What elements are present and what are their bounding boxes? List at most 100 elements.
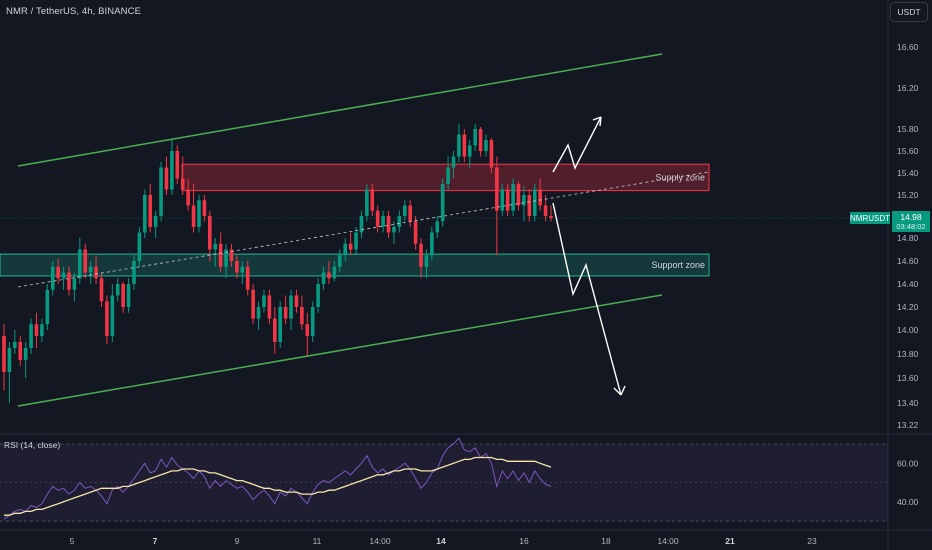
- time-tick-label: 14: [436, 536, 446, 546]
- candle-body: [397, 215, 402, 227]
- time-axis[interactable]: 5 7 9 11 14:00 14 16 18 14:00 21 23: [70, 536, 817, 546]
- price-tick-label: 15.40: [897, 168, 919, 178]
- price-tick-label: 15.20: [897, 190, 919, 200]
- candle-body: [229, 249, 234, 261]
- time-tick-label: 14:00: [369, 536, 391, 546]
- candle-body: [408, 205, 412, 222]
- candle-body: [218, 243, 223, 267]
- candle-body: [300, 307, 304, 325]
- channel-upper-line: [17, 53, 663, 167]
- candle-body: [126, 284, 131, 307]
- price-tick-label: 14.80: [897, 233, 919, 243]
- candle-body: [435, 221, 440, 233]
- candle-body: [83, 249, 88, 273]
- candle-body: [392, 226, 396, 233]
- candle-body: [289, 295, 293, 319]
- candle-body: [256, 307, 261, 319]
- candle-body: [278, 307, 283, 342]
- currency-button[interactable]: USDT: [890, 2, 928, 22]
- candle-body: [99, 278, 104, 302]
- candle-body: [7, 348, 12, 372]
- candle-body: [321, 272, 326, 284]
- candle-body: [359, 215, 364, 233]
- overlay-lines: [17, 53, 709, 407]
- price-tick-label: 14.40: [897, 279, 919, 289]
- candle-body: [446, 167, 450, 184]
- candle-body: [88, 266, 93, 273]
- price-tick-label: 13.40: [897, 398, 919, 408]
- candle-body: [197, 200, 201, 227]
- candle-body: [381, 215, 385, 227]
- time-tick-label: 14:00: [657, 536, 679, 546]
- candle-body: [72, 278, 77, 290]
- candle-body: [159, 167, 163, 216]
- candle-body: [440, 184, 445, 222]
- candle-body: [224, 249, 228, 267]
- candle-body: [180, 178, 185, 190]
- price-tick-label: 13.80: [897, 349, 919, 359]
- candle-body: [23, 348, 28, 360]
- price-axis[interactable]: 16.60 16.20 15.80 15.60 15.40 15.20 14.80 14.60…: [897, 42, 919, 430]
- time-tick-label: 11: [313, 536, 322, 546]
- candles: [2, 123, 553, 403]
- candle-body: [121, 284, 125, 307]
- rsi-label: RSI (14, close): [4, 440, 61, 450]
- candle-body: [327, 272, 331, 279]
- time-tick-label: 9: [235, 536, 240, 546]
- candle-body: [208, 215, 212, 250]
- candle-body: [424, 255, 429, 267]
- candle-body: [175, 151, 180, 179]
- dashed-trendline: [17, 171, 709, 288]
- time-tick-label: 16: [519, 536, 529, 546]
- candle-body: [543, 205, 548, 216]
- price-tick-label: 15.60: [897, 146, 919, 156]
- candle-body: [105, 301, 109, 336]
- rsi-line: [3, 437, 552, 520]
- price-tick-label: 14.60: [897, 256, 919, 266]
- time-tick-label: 23: [807, 536, 817, 546]
- rsi-tick-label: 40.00: [897, 497, 919, 507]
- candle-body: [186, 189, 190, 206]
- up-projection-arrow: [552, 116, 602, 173]
- rsi-ma-line: [4, 456, 552, 516]
- candle-body: [191, 205, 196, 227]
- candle-body: [202, 200, 207, 216]
- candle-body: [45, 289, 50, 325]
- candle-body: [153, 215, 158, 227]
- candle-body: [13, 342, 17, 348]
- candle-body: [61, 272, 66, 279]
- candle-body: [538, 189, 542, 206]
- candle-body: [294, 295, 299, 307]
- candle-body: [213, 243, 218, 250]
- price-tick-label: 14.00: [897, 325, 919, 335]
- candle-body: [484, 140, 488, 151]
- candle-body: [467, 145, 472, 157]
- candle-body: [419, 243, 423, 267]
- candle-body: [94, 266, 98, 279]
- time-tick-label: 18: [601, 536, 611, 546]
- candle-body: [348, 243, 353, 250]
- candle-body: [549, 215, 553, 218]
- supply-zone-label: Supply zone: [655, 172, 705, 182]
- time-tick-label: 7: [153, 536, 158, 546]
- price-tick-label: 15.80: [897, 124, 919, 134]
- candle-body: [495, 167, 499, 211]
- price-tick-label: 13.22: [897, 420, 919, 430]
- candle-body: [370, 189, 375, 211]
- candle-body: [272, 318, 277, 342]
- channel-lower-line: [17, 294, 663, 407]
- candle-body: [148, 195, 153, 227]
- candle-body: [115, 284, 120, 296]
- candle-body: [402, 205, 407, 216]
- price-tag-countdown: 03:48:02: [896, 221, 926, 231]
- candle-body: [267, 295, 272, 319]
- candle-body: [375, 210, 380, 227]
- support-zone: [0, 253, 710, 277]
- symbol-title: NMR / TetherUS, 4h, BINANCE: [6, 6, 142, 17]
- candle-body: [337, 255, 342, 267]
- candle-body: [516, 184, 521, 206]
- candle-body: [110, 295, 115, 336]
- candle-body: [478, 129, 483, 151]
